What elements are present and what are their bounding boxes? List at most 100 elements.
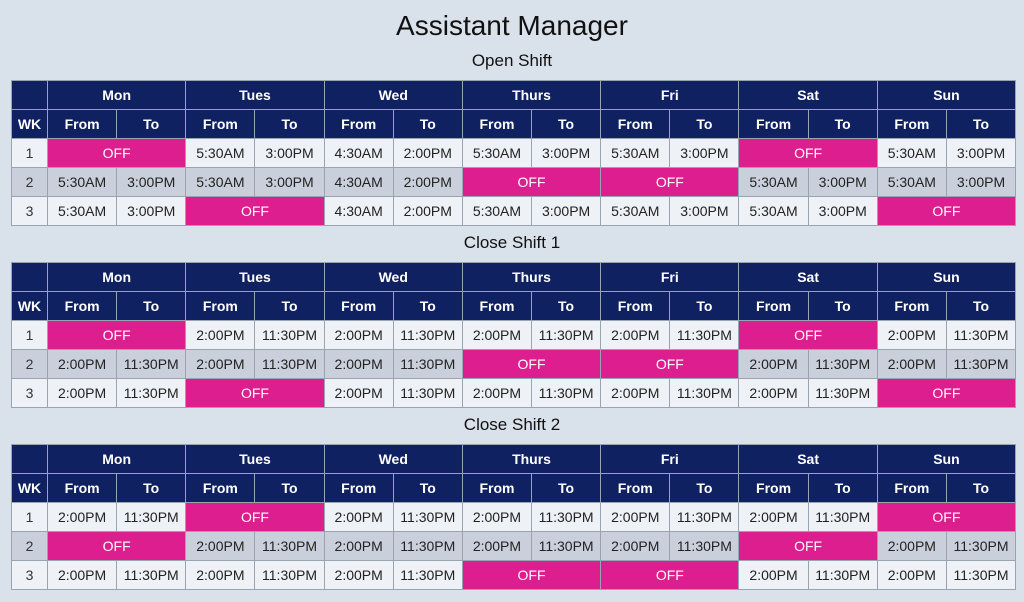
from-time-cell: 2:00PM	[46, 349, 118, 379]
from-time-cell: 2:00PM	[323, 531, 394, 561]
from-time-cell: 2:00PM	[46, 560, 118, 590]
to-time-cell: 11:30PM	[392, 349, 463, 379]
to-time-cell: 11:30PM	[392, 531, 463, 561]
to-time-cell: 11:30PM	[392, 502, 463, 532]
table-row: 3 5:30AM 3:00PM OFF 4:30AM 2:00PM 5:30AM 3:00PM…	[11, 196, 1017, 226]
to-time-cell: 11:30PM	[669, 320, 740, 350]
to-header: To	[116, 473, 187, 503]
week-number: 3	[11, 560, 48, 590]
to-time-cell: 11:30PM	[945, 560, 1017, 590]
off-cell: OFF	[876, 378, 1017, 408]
off-cell: OFF	[46, 531, 187, 561]
table-row: 2 2:00PM 11:30PM 2:00PM 11:30PM 2:00PM 11:30PM…	[11, 349, 1017, 379]
to-header: To	[945, 109, 1017, 139]
to-time-cell: 3:00PM	[116, 167, 187, 197]
day-header: Tues	[185, 80, 325, 110]
to-header: To	[254, 109, 325, 139]
to-header: To	[669, 473, 740, 503]
to-header: To	[392, 473, 463, 503]
from-time-cell: 5:30AM	[876, 167, 947, 197]
to-time-cell: 11:30PM	[531, 320, 602, 350]
from-time-cell: 4:30AM	[323, 167, 394, 197]
off-cell: OFF	[46, 320, 187, 350]
week-number: 3	[11, 378, 48, 408]
to-time-cell: 3:00PM	[807, 196, 878, 226]
from-time-cell: 2:00PM	[876, 320, 947, 350]
from-time-cell: 5:30AM	[46, 196, 118, 226]
from-header: From	[323, 109, 394, 139]
day-header: Sun	[876, 262, 1017, 292]
from-time-cell: 2:00PM	[323, 320, 394, 350]
table-row: 1 OFF 2:00PM 11:30PM 2:00PM 11:30PM 2:00PM 11:3…	[11, 320, 1017, 350]
from-time-cell: 2:00PM	[738, 349, 809, 379]
from-header: From	[600, 109, 671, 139]
day-header: Fri	[600, 80, 740, 110]
to-header: To	[531, 473, 602, 503]
day-header: Thurs	[461, 80, 602, 110]
to-header: To	[531, 109, 602, 139]
from-time-cell: 5:30AM	[876, 138, 947, 168]
from-time-cell: 2:00PM	[600, 378, 671, 408]
from-time-cell: 2:00PM	[323, 378, 394, 408]
day-header: Sun	[876, 80, 1017, 110]
from-time-cell: 2:00PM	[461, 531, 533, 561]
from-header: From	[876, 473, 947, 503]
to-time-cell: 11:30PM	[116, 349, 187, 379]
off-cell: OFF	[600, 560, 740, 590]
to-header: To	[392, 291, 463, 321]
day-header: Fri	[600, 262, 740, 292]
header-blank	[11, 444, 48, 474]
to-time-cell: 11:30PM	[531, 531, 602, 561]
day-header: Mon	[46, 444, 187, 474]
to-time-cell: 11:30PM	[531, 378, 602, 408]
from-header: From	[876, 291, 947, 321]
to-time-cell: 11:30PM	[254, 349, 325, 379]
from-time-cell: 2:00PM	[185, 320, 256, 350]
from-time-cell: 2:00PM	[185, 560, 256, 590]
header-blank	[11, 262, 48, 292]
off-cell: OFF	[738, 138, 878, 168]
off-cell: OFF	[461, 560, 602, 590]
to-header: To	[254, 473, 325, 503]
to-time-cell: 11:30PM	[392, 320, 463, 350]
from-time-cell: 2:00PM	[600, 502, 671, 532]
from-header: From	[461, 473, 533, 503]
day-header: Sun	[876, 444, 1017, 474]
table-row: 1 2:00PM 11:30PM OFF 2:00PM 11:30PM 2:00PM 11:3…	[11, 502, 1017, 532]
table-row: 3 2:00PM 11:30PM 2:00PM 11:30PM 2:00PM 11:30PM…	[11, 560, 1017, 590]
to-time-cell: 3:00PM	[254, 167, 325, 197]
from-time-cell: 5:30AM	[738, 167, 809, 197]
week-number: 2	[11, 349, 48, 379]
table-row: 3 2:00PM 11:30PM OFF 2:00PM 11:30PM 2:00PM 11:3…	[11, 378, 1017, 408]
off-cell: OFF	[185, 502, 325, 532]
to-header: To	[531, 291, 602, 321]
from-header: From	[600, 473, 671, 503]
to-time-cell: 11:30PM	[116, 502, 187, 532]
schedule-table-open: Mon Tues Wed Thurs Fri Sat Sun WK From To From To Fr…	[11, 80, 1017, 226]
to-header: To	[945, 473, 1017, 503]
from-time-cell: 2:00PM	[461, 378, 533, 408]
from-time-cell: 5:30AM	[600, 196, 671, 226]
off-cell: OFF	[185, 378, 325, 408]
table-row: 2 OFF 2:00PM 11:30PM 2:00PM 11:30PM 2:00PM 11:3…	[11, 531, 1017, 561]
to-time-cell: 3:00PM	[669, 138, 740, 168]
to-time-cell: 11:30PM	[116, 378, 187, 408]
schedule-table-close-2: Mon Tues Wed Thurs Fri Sat Sun WK From To From To Fr…	[11, 444, 1017, 590]
to-time-cell: 3:00PM	[807, 167, 878, 197]
from-header: From	[185, 291, 256, 321]
off-cell: OFF	[461, 167, 602, 197]
page-title: Assistant Manager	[396, 10, 628, 41]
from-time-cell: 2:00PM	[461, 502, 533, 532]
to-time-cell: 11:30PM	[254, 531, 325, 561]
from-header: From	[738, 473, 809, 503]
day-header: Fri	[600, 444, 740, 474]
header-blank	[11, 80, 48, 110]
to-time-cell: 11:30PM	[254, 560, 325, 590]
off-cell: OFF	[876, 502, 1017, 532]
from-header: From	[461, 291, 533, 321]
to-time-cell: 3:00PM	[531, 196, 602, 226]
to-time-cell: 11:30PM	[392, 560, 463, 590]
day-header: Sat	[738, 444, 878, 474]
off-cell: OFF	[461, 349, 602, 379]
to-header: To	[807, 109, 878, 139]
